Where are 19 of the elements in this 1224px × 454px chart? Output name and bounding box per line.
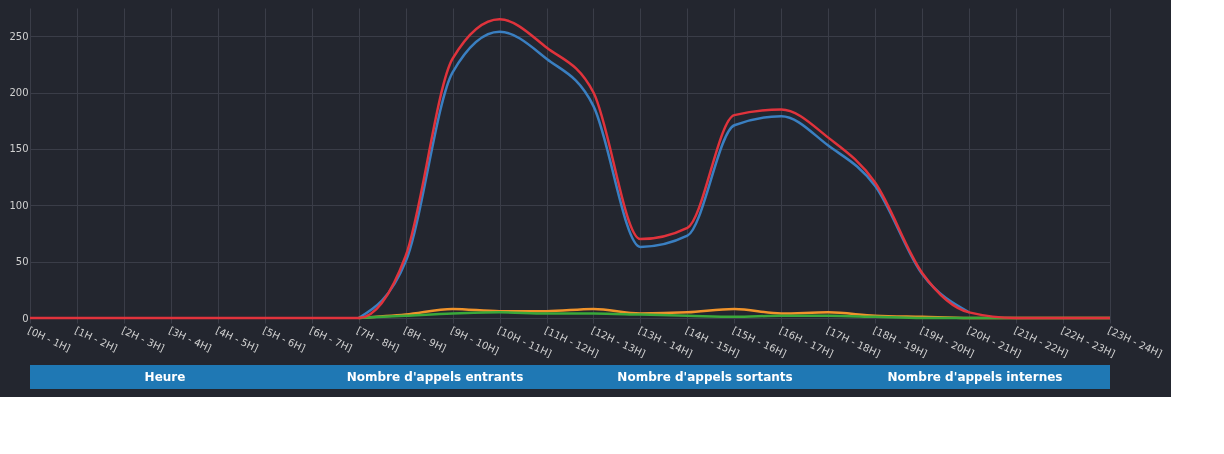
x-tick-label: [4H - 5H] bbox=[214, 324, 261, 354]
x-tick-label: [8H - 9H] bbox=[401, 324, 448, 354]
x-tick-label: [3H - 4H] bbox=[167, 324, 214, 354]
text: Heure bbox=[144, 370, 186, 384]
y-tick-label: 200 bbox=[9, 87, 29, 99]
x-tick-label: [7H - 8H] bbox=[354, 324, 401, 354]
y-tick-label: 50 bbox=[15, 256, 29, 268]
y-tick-label: 0 bbox=[22, 312, 29, 324]
x-tick-label: [0H - 1H] bbox=[26, 324, 73, 354]
x-tick-label: [6H - 7H] bbox=[308, 324, 355, 354]
x-tick-label: [1H - 2H] bbox=[73, 324, 120, 354]
y-tick-label: 100 bbox=[9, 199, 29, 211]
text: Nombre d'appels sortants bbox=[617, 370, 793, 384]
text: Nombre d'appels internes bbox=[887, 370, 1063, 384]
x-tick-label: [2H - 3H] bbox=[120, 324, 167, 354]
text: Nombre d'appels entrants bbox=[346, 370, 524, 384]
x-tick-label: [5H - 6H] bbox=[261, 324, 308, 354]
y-tick-label: 150 bbox=[9, 143, 29, 155]
y-tick-label: 250 bbox=[9, 30, 29, 42]
